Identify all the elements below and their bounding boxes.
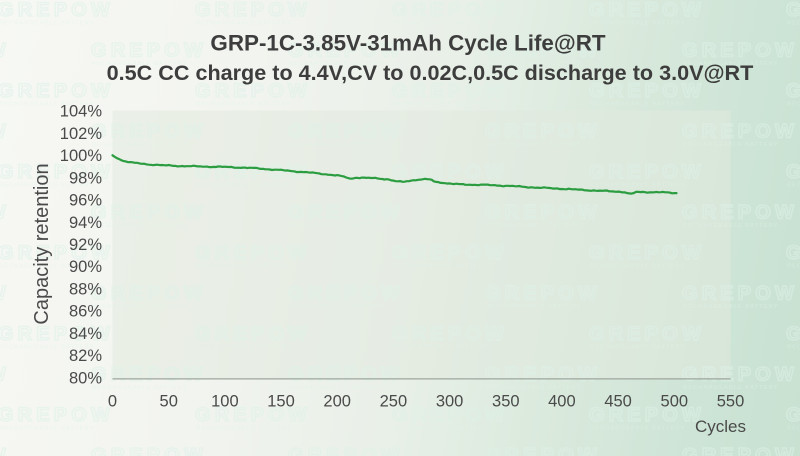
svg-text:250: 250 — [380, 393, 408, 411]
svg-text:0: 0 — [108, 393, 117, 411]
svg-text:350: 350 — [492, 393, 520, 411]
svg-text:82%: 82% — [69, 347, 102, 365]
svg-text:50: 50 — [160, 393, 178, 411]
svg-text:0.5C CC charge to 4.4V,CV to 0: 0.5C CC charge to 4.4V,CV to 0.02C,0.5C … — [107, 60, 754, 85]
svg-text:100: 100 — [211, 393, 239, 411]
svg-text:86%: 86% — [69, 303, 102, 321]
svg-text:90%: 90% — [69, 258, 102, 276]
svg-text:100%: 100% — [60, 147, 103, 165]
svg-text:400: 400 — [548, 393, 576, 411]
svg-text:500: 500 — [661, 393, 689, 411]
svg-text:150: 150 — [267, 393, 295, 411]
svg-text:94%: 94% — [69, 214, 102, 232]
svg-text:92%: 92% — [69, 236, 102, 254]
svg-text:98%: 98% — [69, 169, 102, 187]
svg-text:550: 550 — [717, 393, 745, 411]
svg-text:96%: 96% — [69, 192, 102, 210]
svg-text:300: 300 — [436, 393, 464, 411]
svg-text:88%: 88% — [69, 280, 102, 298]
svg-text:Capacity retention: Capacity retention — [31, 163, 53, 324]
svg-text:104%: 104% — [60, 103, 103, 121]
svg-text:200: 200 — [323, 393, 351, 411]
svg-text:450: 450 — [604, 393, 632, 411]
svg-text:84%: 84% — [69, 325, 102, 343]
svg-text:Cycles: Cycles — [695, 417, 746, 436]
svg-text:102%: 102% — [60, 125, 103, 143]
svg-text:80%: 80% — [69, 369, 102, 387]
svg-text:GRP-1C-3.85V-31mAh Cycle Life@: GRP-1C-3.85V-31mAh Cycle Life@RT — [210, 30, 605, 55]
